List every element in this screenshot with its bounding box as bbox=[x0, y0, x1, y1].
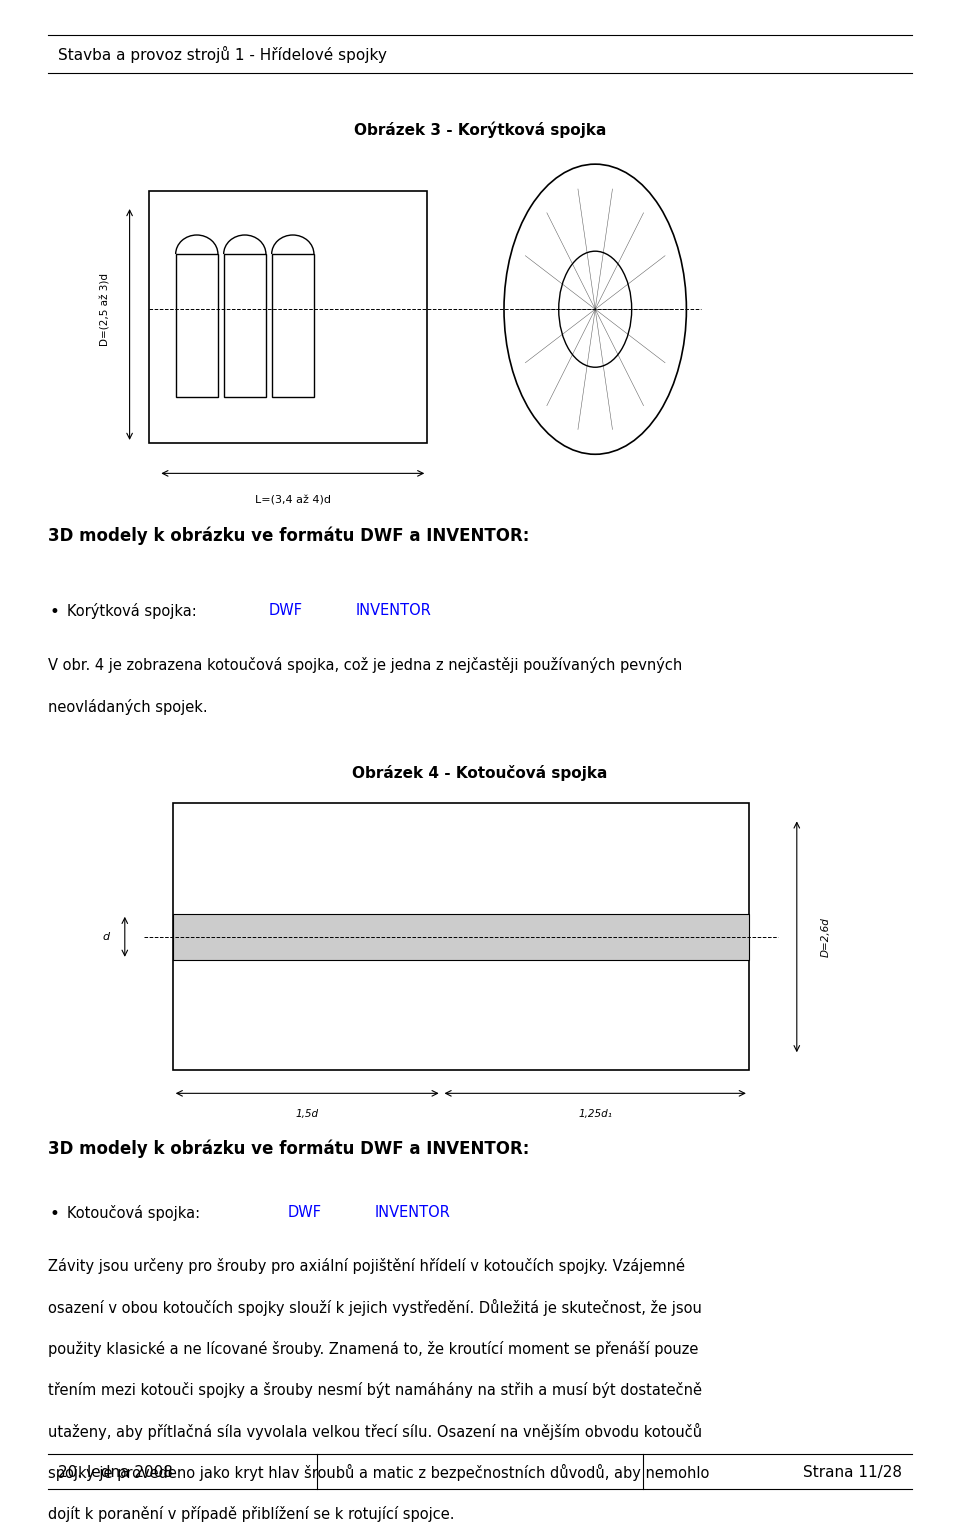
Text: utaženy, aby přítlačná síla vyvolala velkou třecí sílu. Osazení na vnějším obvod: utaženy, aby přítlačná síla vyvolala vel… bbox=[48, 1423, 702, 1440]
Text: •: • bbox=[50, 1205, 60, 1223]
Text: 3D modely k obrázku ve formátu DWF a INVENTOR:: 3D modely k obrázku ve formátu DWF a INV… bbox=[48, 1139, 529, 1157]
Text: Korýtková spojka:: Korýtková spojka: bbox=[67, 603, 197, 618]
Text: DWF: DWF bbox=[269, 603, 302, 618]
Bar bbox=[173, 803, 749, 1070]
Text: Obrázek 4 - Kotoučová spojka: Obrázek 4 - Kotoučová spojka bbox=[352, 765, 608, 780]
Bar bbox=[176, 253, 218, 397]
Text: 3D modely k obrázku ve formátu DWF a INVENTOR:: 3D modely k obrázku ve formátu DWF a INV… bbox=[48, 527, 529, 545]
Text: INVENTOR: INVENTOR bbox=[374, 1205, 450, 1220]
Bar bbox=[224, 253, 266, 397]
Bar bbox=[173, 915, 749, 960]
Text: V obr. 4 je zobrazena kotoučová spojka, což je jedna z nejčastěji používaných pe: V obr. 4 je zobrazena kotoučová spojka, … bbox=[48, 657, 683, 672]
Text: neovládaných spojek.: neovládaných spojek. bbox=[48, 699, 207, 715]
Bar bbox=[149, 191, 427, 443]
Text: třením mezi kotouči spojky a šrouby nesmí být namáhány na střih a musí být dosta: třením mezi kotouči spojky a šrouby nesm… bbox=[48, 1382, 702, 1397]
Text: D=(2,5 až 3)d: D=(2,5 až 3)d bbox=[101, 273, 110, 345]
Text: INVENTOR: INVENTOR bbox=[355, 603, 431, 618]
Text: •: • bbox=[50, 603, 60, 621]
Text: Kotoučová spojka:: Kotoučová spojka: bbox=[67, 1205, 201, 1220]
Text: osazení v obou kotoučích spojky slouží k jejich vystředění. Důležitá je skutečno: osazení v obou kotoučích spojky slouží k… bbox=[48, 1299, 702, 1316]
Text: Stavba a provoz strojů 1 - Hřídelové spojky: Stavba a provoz strojů 1 - Hřídelové spo… bbox=[58, 46, 387, 64]
Text: spojky je provedeno jako kryt hlav šroubů a matic z bezpečnostních důvodů, aby n: spojky je provedeno jako kryt hlav šroub… bbox=[48, 1464, 709, 1481]
Text: použity klasické a ne lícované šrouby. Znamená to, že kroutící moment se přenáší: použity klasické a ne lícované šrouby. Z… bbox=[48, 1341, 698, 1356]
Text: DWF: DWF bbox=[288, 1205, 322, 1220]
Text: 20. ledna 2008: 20. ledna 2008 bbox=[58, 1464, 173, 1480]
Text: Strana 11/28: Strana 11/28 bbox=[804, 1464, 902, 1480]
Text: D=2,6d: D=2,6d bbox=[821, 916, 830, 957]
Bar bbox=[272, 253, 314, 397]
Text: Obrázek 3 - Korýtková spojka: Obrázek 3 - Korýtková spojka bbox=[354, 122, 606, 137]
Text: dojít k poranění v případě přiblížení se k rotující spojce.: dojít k poranění v případě přiblížení se… bbox=[48, 1506, 454, 1521]
Text: d: d bbox=[102, 931, 109, 942]
Text: Závity jsou určeny pro šrouby pro axiální pojištění hřídelí v kotoučích spojky. : Závity jsou určeny pro šrouby pro axiáln… bbox=[48, 1258, 685, 1274]
Text: L=(3,4 až 4)d: L=(3,4 až 4)d bbox=[254, 496, 331, 505]
Text: 1,5d: 1,5d bbox=[296, 1109, 319, 1119]
Text: 1,25d₁: 1,25d₁ bbox=[578, 1109, 612, 1119]
